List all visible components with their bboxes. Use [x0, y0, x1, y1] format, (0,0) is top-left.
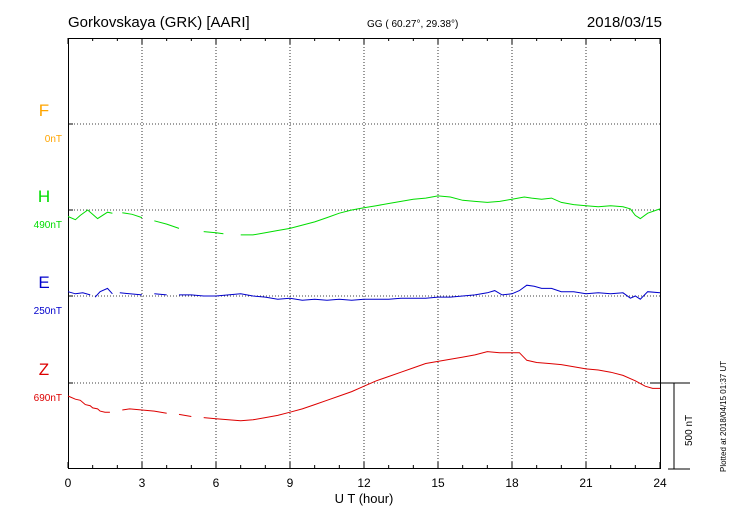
- gridlines: [141, 38, 587, 468]
- series-H-segment-4: [203, 231, 224, 235]
- series-offset-F: 0nT: [45, 134, 62, 145]
- x-tick-label-24: 24: [653, 476, 667, 490]
- station-title: Gorkovskaya (GRK) [AARI]: [68, 14, 250, 31]
- x-tick-label-18: 18: [505, 476, 519, 490]
- series-offset-H: 490nT: [34, 220, 62, 231]
- x-ticks: 0 3 6 9 12 15 18 21 24: [65, 38, 667, 490]
- series-E-segment-3: [154, 293, 167, 296]
- series-H-segment-1: [122, 212, 143, 219]
- series-E-segment-0: [67, 291, 91, 296]
- series-H-segment-2: [154, 220, 180, 229]
- series-Z-segment-0: [67, 395, 110, 413]
- series-E-segment-4: [179, 284, 661, 301]
- series-baselines: [68, 123, 660, 384]
- plot-frame: [68, 38, 661, 469]
- series-offset-Z: 690nT: [34, 393, 62, 404]
- x-tick-label-9: 9: [287, 476, 294, 490]
- x-tick-label-21: 21: [579, 476, 593, 490]
- series-E-segment-1: [94, 287, 113, 298]
- x-tick-label-0: 0: [65, 476, 72, 490]
- scale-bar: 500 nT: [650, 382, 695, 470]
- series-E-segment-2: [119, 292, 143, 296]
- x-tick-label-12: 12: [357, 476, 371, 490]
- series-Z-segment-2: [178, 413, 192, 417]
- series-Z-segment-1: [122, 408, 167, 414]
- date-label: 2018/03/15: [587, 14, 662, 31]
- coordinates-label: GG ( 60.27°, 29.38°): [367, 19, 458, 30]
- x-axis-label: U T (hour): [335, 491, 394, 506]
- series-labels: F 0nT H 490nT E 250nT Z 690nT: [34, 101, 62, 404]
- x-tick-label-6: 6: [213, 476, 220, 490]
- series-label-E: E: [38, 273, 49, 292]
- series-lines: [67, 195, 661, 422]
- scale-bar-label: 500 nT: [684, 415, 695, 446]
- series-H-segment-0: [67, 209, 113, 221]
- series-label-Z: Z: [39, 360, 49, 379]
- x-tick-label-15: 15: [431, 476, 445, 490]
- series-H-segment-5: [240, 195, 661, 236]
- series-label-H: H: [38, 187, 50, 206]
- plotted-at-note: Plotted at 2018/04/15 01:37 UT: [719, 361, 728, 472]
- series-offset-E: 250nT: [34, 306, 62, 317]
- series-label-F: F: [39, 101, 49, 120]
- series-Z-segment-3: [203, 351, 660, 422]
- x-tick-label-3: 3: [139, 476, 146, 490]
